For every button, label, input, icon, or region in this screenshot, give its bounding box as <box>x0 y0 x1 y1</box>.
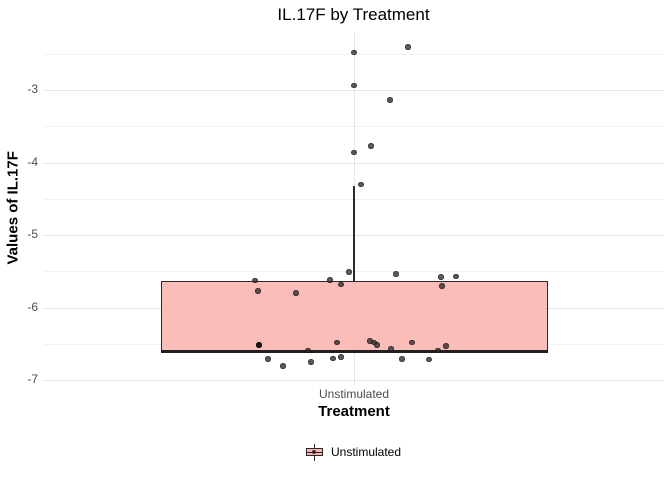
jitter-point <box>351 149 357 156</box>
y-tick-label: -4 <box>27 154 38 169</box>
jitter-point <box>252 277 258 284</box>
jitter-point <box>346 269 352 275</box>
gridline-minor <box>44 126 663 128</box>
legend-key-boxplot-icon <box>305 443 323 461</box>
jitter-point <box>265 356 271 362</box>
jitter-point <box>438 274 444 280</box>
jitter-point <box>351 49 357 56</box>
jitter-point <box>305 347 311 354</box>
y-axis-title: Values of IL.17F <box>4 151 22 265</box>
jitter-point <box>358 181 364 187</box>
y-tick-label: -3 <box>27 82 38 96</box>
jitter-point <box>368 143 374 149</box>
plot-title: IL.17F by Treatment <box>277 5 430 24</box>
y-tick-label: -7 <box>27 372 38 386</box>
jitter-point <box>293 290 299 296</box>
jitter-point <box>327 277 333 283</box>
jitter-point <box>393 271 399 277</box>
jitter-point <box>256 342 262 348</box>
jitter-point <box>338 281 344 288</box>
y-tick-label: -5 <box>27 227 38 241</box>
jitter-point <box>439 283 445 289</box>
jitter-point <box>330 355 336 361</box>
jitter-point <box>338 354 344 360</box>
boxplot-median <box>161 350 548 353</box>
gridline-major <box>44 380 663 381</box>
jitter-point <box>334 339 340 346</box>
jitter-point <box>405 44 411 50</box>
jitter-point <box>388 346 394 352</box>
jitter-point <box>435 347 441 354</box>
boxplot-box <box>161 280 548 354</box>
jitter-point <box>351 82 357 89</box>
boxplot-whisker <box>353 186 355 281</box>
jitter-point <box>280 363 286 369</box>
gridline-major <box>44 90 663 91</box>
jitter-point <box>443 343 449 349</box>
jitter-point <box>387 97 393 103</box>
legend: Unstimulated <box>44 440 663 464</box>
jitter-point <box>308 359 314 365</box>
jitter-point <box>426 356 432 363</box>
plot-panel <box>44 33 663 385</box>
jitter-point <box>374 342 380 348</box>
jitter-point <box>453 273 459 280</box>
x-tick-label: Unstimulated <box>318 387 390 401</box>
y-tick-label: -6 <box>27 299 38 314</box>
jitter-point <box>399 356 405 362</box>
x-axis-title: Treatment <box>318 403 390 420</box>
gridline-major <box>44 162 663 164</box>
jitter-point <box>255 288 261 294</box>
jitter-point <box>371 339 377 346</box>
jitter-point <box>409 339 415 346</box>
legend-label: Unstimulated <box>330 445 402 459</box>
legend-key-point <box>311 449 317 455</box>
